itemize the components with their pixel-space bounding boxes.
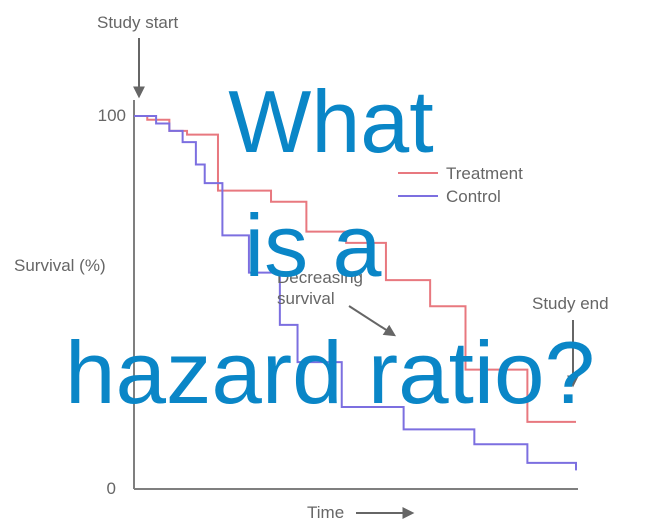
- overlay-line-is-a: is a: [245, 196, 382, 295]
- study-start-label: Study start: [97, 13, 179, 32]
- x-axis-label: Time: [307, 503, 344, 522]
- overlay-line-what: What: [228, 72, 433, 171]
- y-tick-label-100: 100: [98, 106, 126, 125]
- legend-label-treatment: Treatment: [446, 164, 523, 183]
- decreasing-label-line1: Decreasing: [277, 268, 363, 287]
- y-axis-label: Survival (%): [14, 256, 106, 275]
- legend: Treatment Control: [398, 164, 523, 206]
- series-line-control: [134, 115, 577, 471]
- overlay-line-hazard-ratio: hazard ratio?: [65, 323, 595, 422]
- decreasing-label-line2: survival: [277, 289, 335, 308]
- y-tick-label-0: 0: [107, 479, 116, 498]
- series-layer: [134, 115, 577, 471]
- legend-label-control: Control: [446, 187, 501, 206]
- study-end-label: Study end: [532, 294, 609, 313]
- decreasing-arrow: [348, 305, 397, 337]
